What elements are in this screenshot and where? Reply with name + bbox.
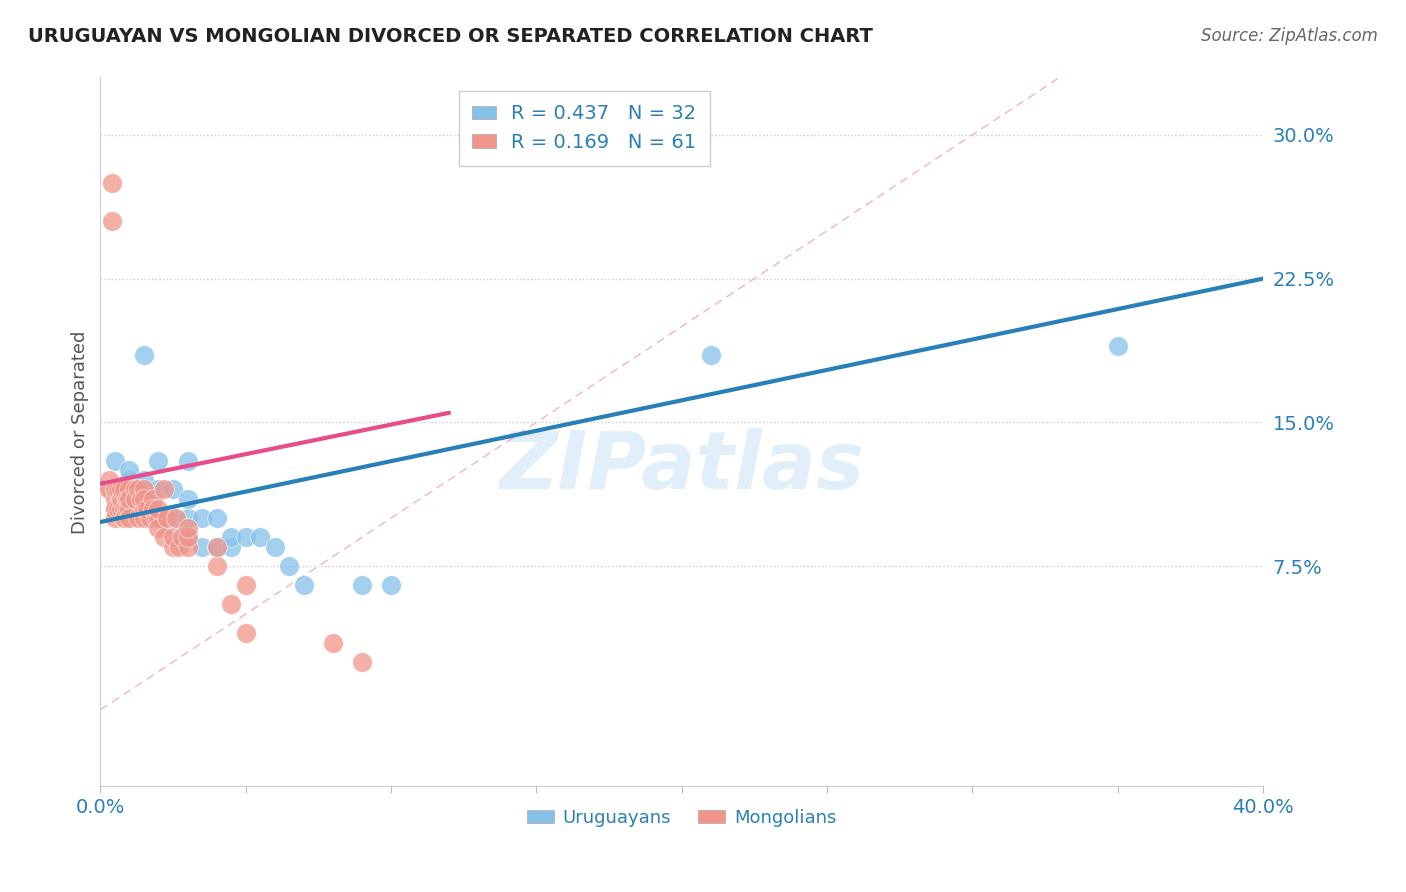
Point	[170, 530, 193, 544]
Point	[167, 540, 190, 554]
Point	[132, 511, 155, 525]
Point	[219, 598, 242, 612]
Text: ZIPatlas: ZIPatlas	[499, 428, 865, 507]
Point	[139, 511, 162, 525]
Point	[176, 530, 198, 544]
Point	[176, 521, 198, 535]
Point	[153, 530, 176, 544]
Point	[112, 511, 135, 525]
Point	[142, 501, 165, 516]
Point	[132, 501, 155, 516]
Point	[104, 483, 127, 497]
Point	[129, 491, 152, 506]
Point	[132, 348, 155, 362]
Point	[322, 636, 344, 650]
Point	[235, 530, 257, 544]
Point	[148, 511, 170, 525]
Point	[110, 483, 132, 497]
Point	[176, 491, 198, 506]
Point	[132, 491, 155, 506]
Point	[104, 483, 127, 497]
Point	[176, 511, 198, 525]
Point	[292, 578, 315, 592]
Point	[350, 655, 373, 669]
Point	[104, 511, 127, 525]
Point	[205, 540, 228, 554]
Point	[124, 491, 146, 506]
Point	[142, 491, 165, 506]
Point	[1107, 339, 1129, 353]
Point	[162, 511, 184, 525]
Point	[191, 511, 214, 525]
Point	[176, 530, 198, 544]
Point	[219, 540, 242, 554]
Point	[98, 483, 121, 497]
Point	[124, 483, 146, 497]
Point	[98, 483, 121, 497]
Point	[132, 473, 155, 487]
Point	[176, 540, 198, 554]
Point	[112, 483, 135, 497]
Point	[118, 473, 141, 487]
Point	[107, 501, 129, 516]
Text: URUGUAYAN VS MONGOLIAN DIVORCED OR SEPARATED CORRELATION CHART: URUGUAYAN VS MONGOLIAN DIVORCED OR SEPAR…	[28, 27, 873, 45]
Point	[118, 501, 141, 516]
Point	[115, 501, 138, 516]
Point	[127, 483, 149, 497]
Point	[98, 473, 121, 487]
Point	[110, 491, 132, 506]
Point	[104, 453, 127, 467]
Point	[118, 483, 141, 497]
Point	[145, 511, 167, 525]
Point	[104, 483, 127, 497]
Point	[107, 483, 129, 497]
Point	[132, 491, 155, 506]
Point	[350, 578, 373, 592]
Point	[176, 453, 198, 467]
Point	[148, 453, 170, 467]
Point	[101, 214, 124, 228]
Point	[104, 501, 127, 516]
Point	[135, 501, 157, 516]
Point	[127, 511, 149, 525]
Point	[101, 176, 124, 190]
Point	[205, 511, 228, 525]
Point	[112, 501, 135, 516]
Point	[104, 483, 127, 497]
Point	[104, 501, 127, 516]
Point	[205, 540, 228, 554]
Point	[132, 483, 155, 497]
Point	[235, 626, 257, 640]
Point	[249, 530, 271, 544]
Point	[118, 511, 141, 525]
Point	[235, 578, 257, 592]
Point	[148, 521, 170, 535]
Point	[165, 511, 187, 525]
Point	[263, 540, 285, 554]
Point	[191, 540, 214, 554]
Point	[156, 511, 179, 525]
Point	[380, 578, 402, 592]
Point	[205, 559, 228, 574]
Point	[219, 530, 242, 544]
Text: Source: ZipAtlas.com: Source: ZipAtlas.com	[1201, 27, 1378, 45]
Legend: Uruguayans, Mongolians: Uruguayans, Mongolians	[519, 802, 844, 834]
Point	[278, 559, 301, 574]
Point	[148, 501, 170, 516]
Point	[110, 501, 132, 516]
Point	[148, 511, 170, 525]
Point	[162, 540, 184, 554]
Point	[148, 483, 170, 497]
Point	[153, 483, 176, 497]
Point	[115, 491, 138, 506]
Point	[118, 463, 141, 477]
Point	[118, 501, 141, 516]
Y-axis label: Divorced or Separated: Divorced or Separated	[72, 330, 89, 533]
Point	[104, 491, 127, 506]
Point	[162, 483, 184, 497]
Point	[118, 491, 141, 506]
Point	[162, 530, 184, 544]
Point	[699, 348, 721, 362]
